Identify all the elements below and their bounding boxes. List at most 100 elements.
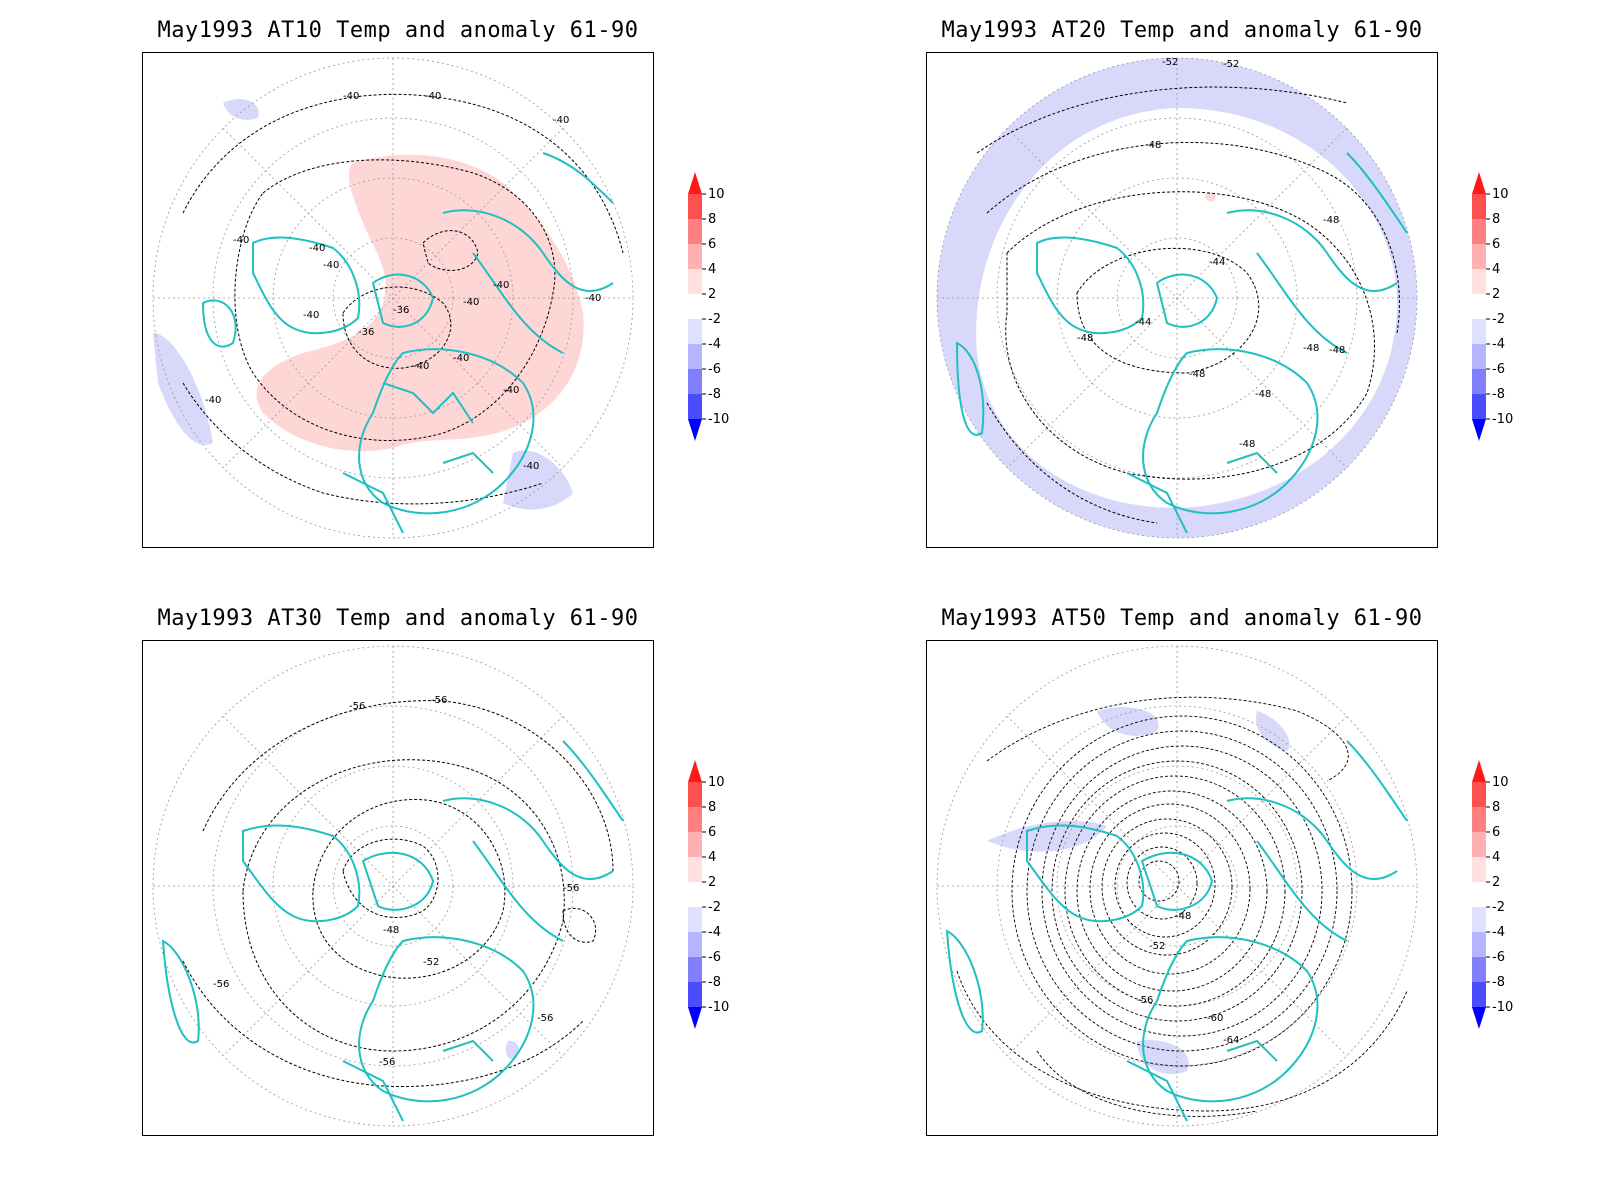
contour-label: -40	[343, 91, 359, 102]
contour-label: -40	[463, 297, 479, 308]
contour-label: -36	[393, 305, 409, 316]
colorbar-segment	[1472, 982, 1486, 1007]
colorbar-label: 6	[708, 825, 716, 840]
colorbar-segment	[688, 244, 702, 269]
colorbar-segment	[688, 932, 702, 957]
colorbar-label: -2	[708, 900, 721, 915]
contour-label: -52	[1162, 57, 1178, 68]
contour-label: -56	[213, 979, 229, 990]
contour-label: -48	[1175, 911, 1191, 922]
contour-label: -40	[503, 385, 519, 396]
colorbar-label: 8	[1492, 212, 1500, 227]
colorbar-label: -2	[1492, 312, 1505, 327]
colorbar: 10 8 6 4 2 -2 -4 -6 -8 -10	[688, 760, 729, 1029]
colorbar-segment	[688, 782, 702, 807]
colorbar-segment	[688, 832, 702, 857]
colorbar-label: -10	[1492, 1000, 1513, 1015]
colorbar-segment	[1472, 857, 1486, 882]
warm-anomaly-region	[256, 154, 584, 452]
colorbar-segment	[1472, 319, 1486, 344]
map-svg: -48 -52 -56 -60 -64	[936, 645, 1418, 1127]
colorbar-segment	[1472, 807, 1486, 832]
contour-label: -48	[1303, 343, 1319, 354]
contour-label: -48	[1329, 345, 1345, 356]
colorbar-label: -2	[1492, 900, 1505, 915]
colorbar-segment	[688, 319, 702, 344]
colorbar-label: 8	[708, 212, 716, 227]
colorbar-label: 4	[1492, 850, 1500, 865]
colorbar-segment	[1472, 957, 1486, 982]
colorbar: 10 8 6 4 2 -2 -4 -6 -8 -10	[1472, 760, 1513, 1029]
contour-label: -40	[493, 280, 509, 291]
cold-anomaly-region	[1256, 711, 1290, 751]
contour-label: -60	[1207, 1013, 1223, 1024]
colorbar-label: -10	[1492, 412, 1513, 427]
contour-label: -36	[358, 327, 374, 338]
contour-label: -48	[1255, 389, 1271, 400]
colorbar-segment	[1472, 294, 1486, 319]
polar-map: -48 -52 -56 -60 -64	[926, 640, 1438, 1136]
colorbar-label: 4	[1492, 262, 1500, 277]
colorbar-segment	[1472, 344, 1486, 369]
cold-anomaly-region	[1097, 707, 1159, 736]
panel-title: May1993 AT30 Temp and anomaly 61-90	[157, 606, 639, 631]
contour-label: -52	[1149, 941, 1165, 952]
colorbar-segment	[688, 194, 702, 219]
colorbar-segment	[688, 982, 702, 1007]
colorbar-label: -4	[708, 925, 721, 940]
cold-anomaly-region	[505, 1040, 519, 1060]
colorbar-label: -4	[1492, 337, 1505, 352]
colorbar-segment	[688, 294, 702, 319]
colorbar-label: -6	[708, 950, 721, 965]
contour-label: -40	[553, 115, 569, 126]
colorbar-label: -8	[1492, 387, 1505, 402]
colorbar-label: 8	[708, 800, 716, 815]
panel-title: May1993 AT50 Temp and anomaly 61-90	[941, 606, 1423, 631]
colorbar-segment	[688, 857, 702, 882]
colorbar-label: 2	[708, 287, 716, 302]
colorbar-bottom-arrow	[1472, 419, 1486, 441]
polar-map: -52 -52 -48 -48 -44 -44 -48 -48 -48 -48 …	[926, 52, 1438, 548]
contour-label: -56	[1137, 995, 1153, 1006]
colorbar-label: 6	[1492, 237, 1500, 252]
colorbar-label: 6	[708, 237, 716, 252]
colorbar-label: 10	[1492, 775, 1509, 790]
colorbar-label: 4	[708, 262, 716, 277]
contour-label: -64	[1223, 1035, 1239, 1046]
colorbar-segment	[1472, 394, 1486, 419]
colorbar-bottom-arrow	[1472, 1007, 1486, 1029]
contour-label: -52	[423, 957, 439, 968]
colorbar-segment	[688, 369, 702, 394]
warm-anomaly-region	[1205, 192, 1216, 202]
colorbar-label: 4	[708, 850, 716, 865]
contour-label: -52	[1223, 59, 1239, 70]
contour-label: -48	[1145, 140, 1161, 151]
colorbar-segment	[1472, 269, 1486, 294]
colorbar-label: -4	[708, 337, 721, 352]
colorbar-segment	[688, 957, 702, 982]
colorbar-bottom-arrow	[688, 419, 702, 441]
colorbar-label: 10	[708, 775, 725, 790]
contour-label: -44	[1209, 257, 1225, 268]
contour-label: -56	[349, 701, 365, 712]
colorbar-label: 6	[1492, 825, 1500, 840]
contour-label: -40	[303, 310, 319, 321]
polar-map: -40 -40 -40 -40 -40 -40 -40 -36 -36 -40 …	[142, 52, 654, 548]
contour-label: -56	[431, 695, 447, 706]
contour-label: -56	[563, 883, 579, 894]
cold-anomaly-region	[987, 821, 1107, 852]
colorbar-label: -10	[708, 1000, 729, 1015]
cold-anomaly-region	[223, 98, 259, 120]
contour-label: -40	[233, 235, 249, 246]
colorbar-bottom-arrow	[688, 1007, 702, 1029]
colorbar-label: 2	[1492, 875, 1500, 890]
colorbar-segment	[1472, 782, 1486, 807]
colorbar-label: 10	[708, 187, 725, 202]
map-svg: -52 -52 -48 -48 -44 -44 -48 -48 -48 -48 …	[936, 57, 1418, 539]
contour-label: -40	[205, 395, 221, 406]
colorbar-label: -6	[708, 362, 721, 377]
colorbar-segment	[688, 394, 702, 419]
panel-title: May1993 AT10 Temp and anomaly 61-90	[157, 18, 639, 43]
colorbar-label: -2	[708, 312, 721, 327]
colorbar-segment	[688, 807, 702, 832]
